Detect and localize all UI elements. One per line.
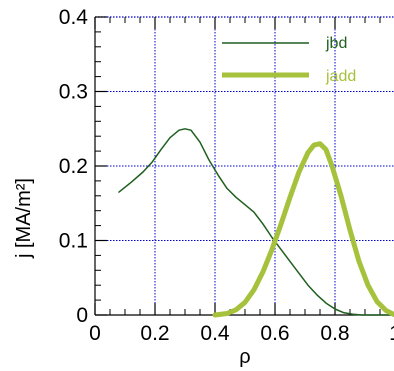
x-tick-label-0: 0 <box>89 322 101 345</box>
x-axis-label: ρ <box>239 346 250 368</box>
y-tick-label-2: 0.2 <box>59 155 88 178</box>
axes <box>94 16 394 316</box>
y-axis-label: j [MA/m²] <box>13 178 35 259</box>
legend: jbd jadd <box>222 35 356 85</box>
x-tick-label-2: 0.4 <box>200 322 230 345</box>
x-tick-label-3: 0.6 <box>260 322 289 345</box>
legend-label-jbd: jbd <box>325 35 347 52</box>
x-tick-label-5: 1 <box>389 322 394 345</box>
y-tick-label-0: 0 <box>76 304 88 327</box>
grid <box>95 17 394 315</box>
x-tick-label-1: 0.2 <box>140 322 169 345</box>
series-line-jbd <box>118 128 394 316</box>
series-lines <box>118 128 394 318</box>
legend-label-jadd: jadd <box>325 68 356 85</box>
y-tick-label-4: 0.4 <box>59 6 89 29</box>
y-tick-label-3: 0.3 <box>59 81 88 104</box>
y-tick-label-1: 0.1 <box>59 230 88 253</box>
series-line-jadd <box>212 141 394 318</box>
tick-labels: 0 0.2 0.4 0.6 0.8 1 0 0.1 0.2 0.3 0.4 <box>59 6 394 345</box>
x-tick-label-4: 0.8 <box>320 322 349 345</box>
